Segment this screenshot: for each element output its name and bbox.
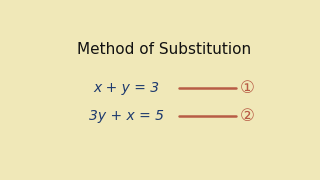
Text: ①: ①	[240, 79, 254, 97]
Text: x + y = 3: x + y = 3	[94, 81, 160, 95]
Text: Method of Substitution: Method of Substitution	[77, 42, 251, 57]
Text: ②: ②	[240, 107, 254, 125]
Text: 3y + x = 5: 3y + x = 5	[89, 109, 164, 123]
